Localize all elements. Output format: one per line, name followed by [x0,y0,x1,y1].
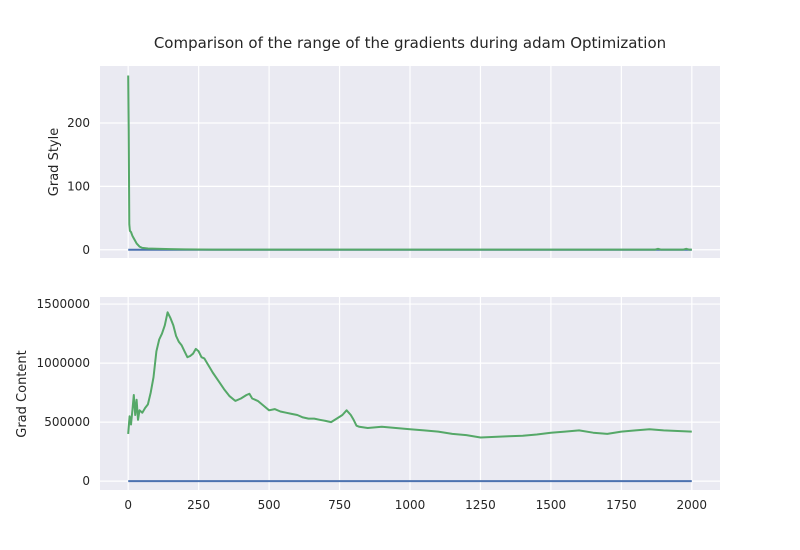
bottom-series-group [127,311,692,483]
y-tick-label: 500000 [44,415,90,429]
top-y-tick-labels: 0 100 200 [67,116,90,257]
chart-title: Comparison of the range of the gradients… [154,34,666,52]
x-tick-label: 0 [124,498,132,512]
x-tick-label: 1250 [465,498,496,512]
top-panel: 0 100 200 Grad Style [47,66,720,258]
y-tick-label: 0 [82,243,90,257]
y-tick-label: 100 [67,179,90,193]
x-tick-label: 1000 [395,498,426,512]
x-tick-label: 1750 [606,498,637,512]
bottom-y-axis-label: Grad Content [15,350,30,437]
x-tick-label: 500 [258,498,281,512]
x-tick-label: 2000 [677,498,708,512]
y-tick-label: 1500000 [37,297,90,311]
bottom-y-tick-labels: 0 500000 1000000 1500000 [37,297,90,488]
x-tick-label: 250 [187,498,210,512]
bottom-panel: 0 500000 1000000 1500000 0 250 500 750 1000 1250… [15,297,720,512]
top-series-group [127,75,692,251]
series-line-2 [127,75,692,251]
x-tick-label: 750 [328,498,351,512]
series-line-2 [127,311,692,439]
y-tick-label: 0 [82,474,90,488]
x-tick-label: 1500 [536,498,567,512]
top-y-axis-label: Grad Style [47,128,62,196]
y-tick-label: 1000000 [37,356,90,370]
y-tick-label: 200 [67,116,90,130]
bottom-x-tick-labels: 0 250 500 750 1000 1250 1500 1750 2000 [124,498,707,512]
